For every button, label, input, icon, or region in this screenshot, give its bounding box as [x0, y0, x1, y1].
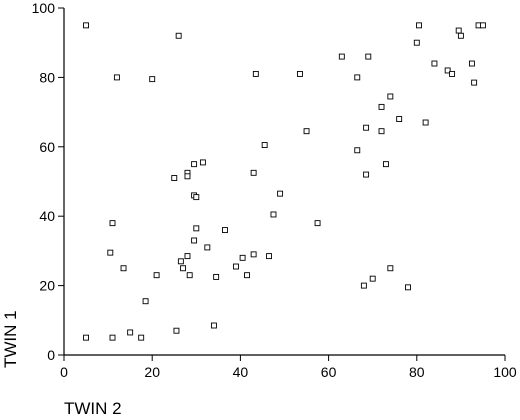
- y-tick-label: 100: [32, 0, 56, 16]
- data-point: [83, 22, 90, 29]
- data-point: [360, 282, 367, 289]
- data-point: [363, 124, 370, 131]
- data-point: [455, 27, 462, 34]
- data-point: [468, 60, 475, 67]
- y-axis-title: TWIN 1: [1, 310, 20, 368]
- data-point: [210, 322, 217, 329]
- data-point: [244, 272, 250, 279]
- data-point: [296, 70, 303, 77]
- data-point: [471, 79, 478, 86]
- data-point: [250, 251, 257, 258]
- data-point: [213, 273, 220, 280]
- data-point: [354, 147, 361, 154]
- data-point: [266, 253, 273, 260]
- data-point: [171, 175, 178, 181]
- data-point: [204, 244, 211, 251]
- data-point: [142, 298, 149, 305]
- data-point: [338, 53, 345, 60]
- data-point: [107, 249, 114, 256]
- data-point: [457, 32, 464, 39]
- data-point: [153, 272, 160, 279]
- data-point: [444, 67, 451, 74]
- data-point: [413, 39, 420, 46]
- data-point: [184, 173, 191, 180]
- x-tick-label: 80: [409, 364, 425, 380]
- data-point: [480, 22, 486, 29]
- data-point: [396, 116, 403, 122]
- data-point: [184, 253, 191, 260]
- x-tick-label: 40: [233, 364, 249, 380]
- data-point: [416, 22, 422, 29]
- y-tick-label: 80: [39, 69, 55, 85]
- data-point: [177, 258, 184, 265]
- data-point: [199, 159, 206, 166]
- data-point: [261, 142, 268, 149]
- data-point: [378, 103, 385, 110]
- data-point: [449, 70, 456, 77]
- data-point: [173, 327, 180, 334]
- data-point: [431, 60, 438, 67]
- data-point: [138, 334, 145, 341]
- data-point: [239, 254, 246, 261]
- data-point: [113, 74, 120, 81]
- data-point: [186, 272, 193, 279]
- x-tick-label: 0: [60, 364, 68, 380]
- data-point: [382, 161, 389, 168]
- data-point: [191, 237, 198, 244]
- data-point: [149, 76, 156, 83]
- data-point: [83, 334, 90, 341]
- y-tick-label: 40: [39, 208, 55, 224]
- data-point: [387, 93, 394, 100]
- data-point: [175, 32, 182, 39]
- data-point: [405, 284, 411, 291]
- data-point: [303, 128, 310, 135]
- y-tick-label: 0: [47, 347, 55, 363]
- x-tick-label: 100: [493, 364, 517, 380]
- data-point: [378, 128, 385, 135]
- data-point: [127, 329, 134, 336]
- data-point: [109, 220, 116, 227]
- data-point: [191, 161, 198, 168]
- data-point: [250, 169, 257, 176]
- data-point: [270, 211, 277, 218]
- data-point: [369, 275, 376, 282]
- data-point: [193, 194, 200, 201]
- y-tick-label: 20: [39, 278, 55, 294]
- points-layer: [83, 22, 486, 341]
- x-axis-title: TWIN 2: [64, 399, 122, 418]
- data-point: [277, 190, 284, 197]
- y-tick-label: 60: [39, 139, 55, 155]
- data-point: [180, 265, 187, 272]
- data-point: [252, 70, 259, 77]
- x-tick-label: 20: [144, 364, 160, 380]
- data-point: [354, 74, 361, 81]
- data-point: [365, 53, 372, 60]
- data-point: [109, 334, 116, 341]
- data-point: [120, 265, 127, 272]
- data-point: [387, 265, 394, 272]
- ticks-layer: 0 20 40 60 80 100 0 20 40 60 80 100: [32, 0, 517, 380]
- data-point: [222, 227, 228, 234]
- x-tick-label: 60: [321, 364, 337, 380]
- data-point: [233, 263, 239, 270]
- data-point: [314, 220, 321, 227]
- data-point: [363, 171, 370, 178]
- data-point: [422, 119, 429, 126]
- data-point: [193, 225, 200, 232]
